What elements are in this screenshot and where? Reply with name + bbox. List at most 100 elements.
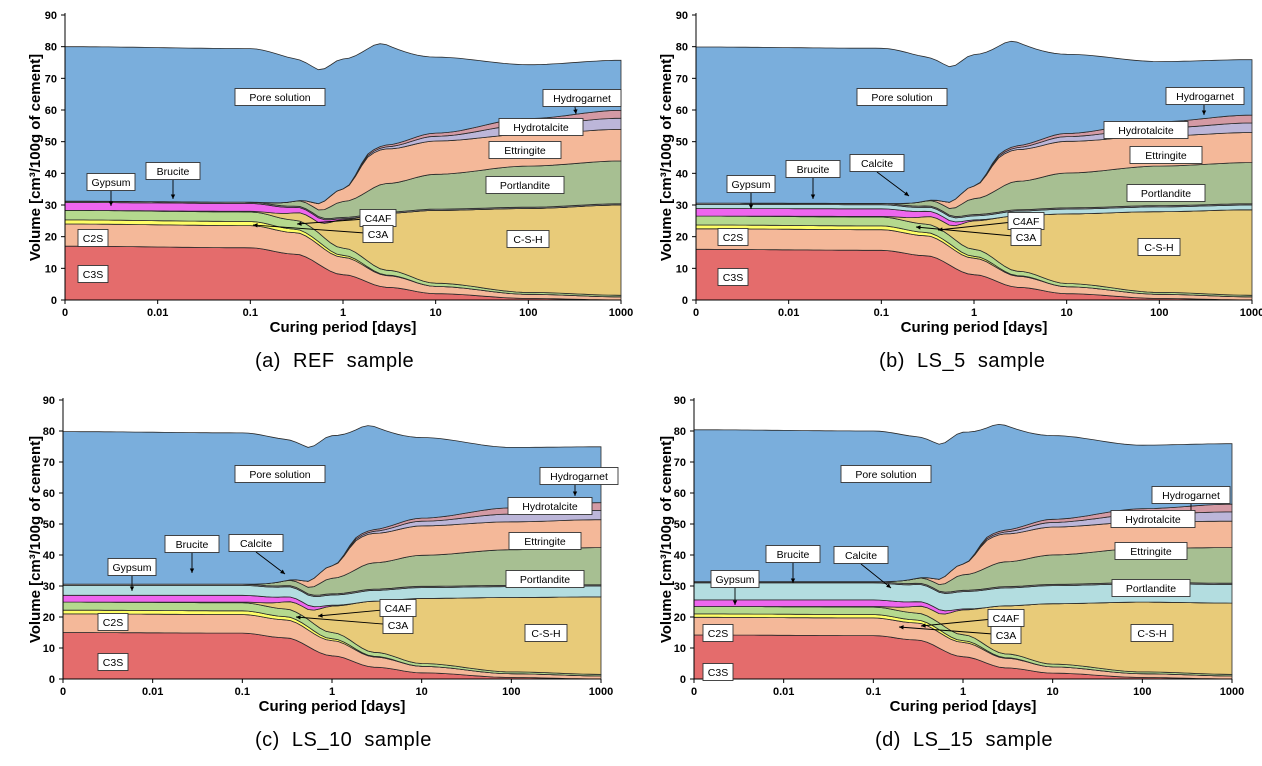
label-box bbox=[1111, 579, 1191, 597]
phase-label-ettringite: Ettringite bbox=[508, 532, 582, 550]
arrow-head bbox=[253, 223, 258, 228]
phase-label-c-s-h: C-S-H bbox=[506, 230, 550, 248]
label-box bbox=[539, 467, 619, 485]
x-tick-label: 100 bbox=[1133, 686, 1151, 698]
label-box bbox=[505, 570, 585, 588]
label-text: Pore solution bbox=[855, 469, 916, 481]
label-text: Hydrogarnet bbox=[553, 93, 611, 105]
label-box bbox=[164, 535, 220, 553]
label-text: Brucite bbox=[157, 166, 190, 178]
x-tick-label: 100 bbox=[519, 307, 537, 319]
leader-line bbox=[860, 563, 892, 589]
area-pore-solution bbox=[693, 423, 1233, 583]
label-text: Ettringite bbox=[524, 536, 566, 548]
label-box bbox=[485, 176, 565, 194]
label-box bbox=[508, 532, 582, 550]
x-tick-label: 1000 bbox=[1220, 686, 1244, 698]
y-axis-label: Volume [cm³/100g of cement] bbox=[658, 54, 675, 261]
arrow-head bbox=[899, 625, 904, 630]
arrow-head bbox=[748, 204, 754, 209]
label-text: Portlandite bbox=[1141, 188, 1191, 200]
phase-label-portlandite: Portlandite bbox=[1111, 579, 1191, 597]
label-box bbox=[833, 546, 889, 564]
x-tick-label: 1 bbox=[329, 686, 335, 698]
label-text: Gypsum bbox=[91, 177, 130, 189]
phase-label-c3a: C3A bbox=[898, 625, 1022, 644]
x-tick-label: 0.01 bbox=[142, 686, 163, 698]
phase-label-c-s-h: C-S-H bbox=[1130, 624, 1174, 642]
y-tick-label: 70 bbox=[676, 73, 688, 85]
arrow-head bbox=[129, 586, 135, 591]
label-text: C2S bbox=[83, 233, 103, 245]
phase-label-c2s: C2S bbox=[702, 624, 734, 642]
phase-label-c3a: C3A bbox=[915, 225, 1042, 246]
label-text: Brucite bbox=[797, 164, 830, 176]
y-tick-label: 40 bbox=[674, 550, 686, 562]
x-tick-label: 0.01 bbox=[778, 307, 799, 319]
phase-label-gypsum: Gypsum bbox=[710, 570, 760, 605]
y-tick-label: 70 bbox=[43, 457, 55, 469]
label-text: C3S bbox=[708, 667, 728, 679]
x-tick-label: 10 bbox=[430, 307, 442, 319]
y-tick-label: 20 bbox=[45, 232, 57, 244]
label-box bbox=[1130, 624, 1174, 642]
chart-panel-ref: 0 10 20 30 40 50 60 70 80 90 0 0.01 0.1 1 10 100 1000 Cur… bbox=[0, 0, 633, 383]
label-text: Calcite bbox=[240, 538, 272, 550]
label-text: C3A bbox=[1016, 232, 1036, 244]
label-box bbox=[856, 88, 948, 106]
label-box bbox=[542, 89, 622, 107]
y-tick-label: 10 bbox=[674, 643, 686, 655]
area-layers bbox=[695, 40, 1253, 301]
phase-label-c2s: C2S bbox=[717, 228, 749, 246]
chart-caption-ls10: (c) LS_10 sample bbox=[255, 729, 432, 751]
label-text: Hydrotalcite bbox=[1118, 125, 1174, 137]
area-chart-ls5: 0 10 20 30 40 50 60 70 80 90 0 0.01 0.1 1 10 100 1000 Cur… bbox=[658, 10, 1262, 336]
y-tick-label: 10 bbox=[676, 263, 688, 275]
x-tick-label: 0.1 bbox=[235, 686, 250, 698]
label-box bbox=[488, 141, 562, 159]
x-tick-label: 10 bbox=[416, 686, 428, 698]
phase-label-portlandite: Portlandite bbox=[505, 570, 585, 588]
phase-label-brucite: Brucite bbox=[164, 535, 220, 573]
chart-caption-ref: (a) REF sample bbox=[255, 350, 415, 372]
label-text: Portlandite bbox=[500, 180, 550, 192]
phase-label-portlandite: Portlandite bbox=[485, 176, 565, 194]
phase-label-pore-solution: Pore solution bbox=[234, 465, 326, 483]
leader-line bbox=[252, 224, 366, 234]
y-tick-label: 80 bbox=[674, 426, 686, 438]
x-tick-label: 0.1 bbox=[874, 307, 889, 319]
y-tick-label: 90 bbox=[43, 395, 55, 407]
phase-label-brucite: Brucite bbox=[765, 545, 821, 583]
label-box bbox=[849, 154, 905, 172]
label-box bbox=[507, 497, 593, 515]
x-tick-label: 10 bbox=[1061, 307, 1073, 319]
label-text: Hydrogarnet bbox=[1162, 490, 1220, 502]
y-tick-label: 70 bbox=[674, 457, 686, 469]
label-text: C4AF bbox=[385, 603, 412, 615]
phase-label-pore-solution: Pore solution bbox=[840, 465, 932, 483]
x-tick-label: 0.1 bbox=[866, 686, 881, 698]
phase-label-c4af: C4AF bbox=[920, 609, 1025, 628]
x-tick-label: 0 bbox=[60, 686, 66, 698]
x-tick-label: 1 bbox=[340, 307, 346, 319]
arrow-head bbox=[732, 600, 738, 605]
label-text: Ettringite bbox=[504, 145, 546, 157]
leader-line bbox=[937, 221, 1014, 231]
y-tick-label: 0 bbox=[680, 674, 686, 686]
phase-label-hydrogarnet: Hydrogarnet bbox=[539, 467, 619, 496]
phase-label-c2s: C2S bbox=[97, 613, 129, 631]
label-box bbox=[86, 173, 136, 191]
y-tick-label: 20 bbox=[676, 232, 688, 244]
label-text: Calcite bbox=[845, 550, 877, 562]
label-box bbox=[234, 465, 326, 483]
area-pore-solution bbox=[64, 43, 622, 205]
x-tick-label: 1000 bbox=[1240, 307, 1262, 319]
phase-label-c-s-h: C-S-H bbox=[1137, 238, 1181, 256]
label-text: C3A bbox=[368, 229, 388, 241]
y-tick-label: 40 bbox=[43, 550, 55, 562]
phase-label-ettringite: Ettringite bbox=[488, 141, 562, 159]
x-axis-label: Curing period [days] bbox=[890, 698, 1037, 715]
phase-label-calcite: Calcite bbox=[849, 154, 910, 197]
leader-line bbox=[317, 609, 384, 617]
label-text: C2S bbox=[708, 628, 728, 640]
